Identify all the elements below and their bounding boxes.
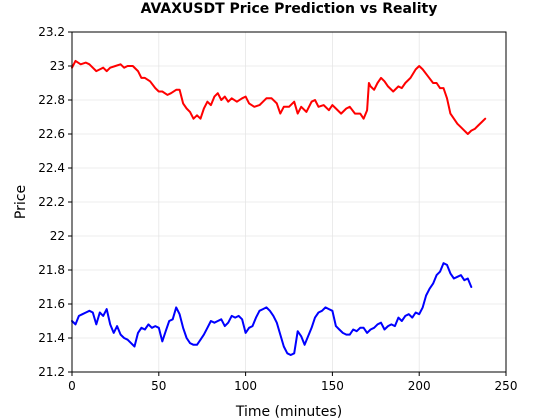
y-tick-label: 21.4 <box>38 331 65 345</box>
y-tick-label: 23 <box>50 59 65 73</box>
chart-title: AVAXUSDT Price Prediction vs Reality <box>141 1 438 17</box>
y-tick-label: 22.2 <box>38 195 65 209</box>
series-line-red <box>71 59 487 135</box>
x-axis-label: Time (minutes) <box>235 404 342 420</box>
x-tick-label: 200 <box>408 379 431 393</box>
y-tick-label: 22 <box>50 229 65 243</box>
y-tick-label: 22.4 <box>38 161 65 175</box>
y-tick-label: 21.2 <box>38 365 65 379</box>
y-tick-label: 23.2 <box>38 25 65 39</box>
y-tick-label: 22.8 <box>38 93 65 107</box>
series-lines <box>71 59 487 356</box>
y-tick-label: 22.6 <box>38 127 65 141</box>
x-tick-label: 0 <box>68 379 76 393</box>
x-tick-label: 50 <box>151 379 166 393</box>
series-line-blue <box>71 262 473 356</box>
grid-lines <box>71 31 507 373</box>
x-tick-label: 250 <box>495 379 518 393</box>
y-tick-label: 21.6 <box>38 297 65 311</box>
x-tick-label: 150 <box>321 379 344 393</box>
y-tick-label: 21.8 <box>38 263 65 277</box>
axis-ticks: 0 50 100 150 200 250 21.2 21.4 21.6 21.8 22 22.2 22.… <box>38 25 517 393</box>
x-tick-label: 100 <box>234 379 257 393</box>
y-axis-label: Price <box>13 185 29 219</box>
